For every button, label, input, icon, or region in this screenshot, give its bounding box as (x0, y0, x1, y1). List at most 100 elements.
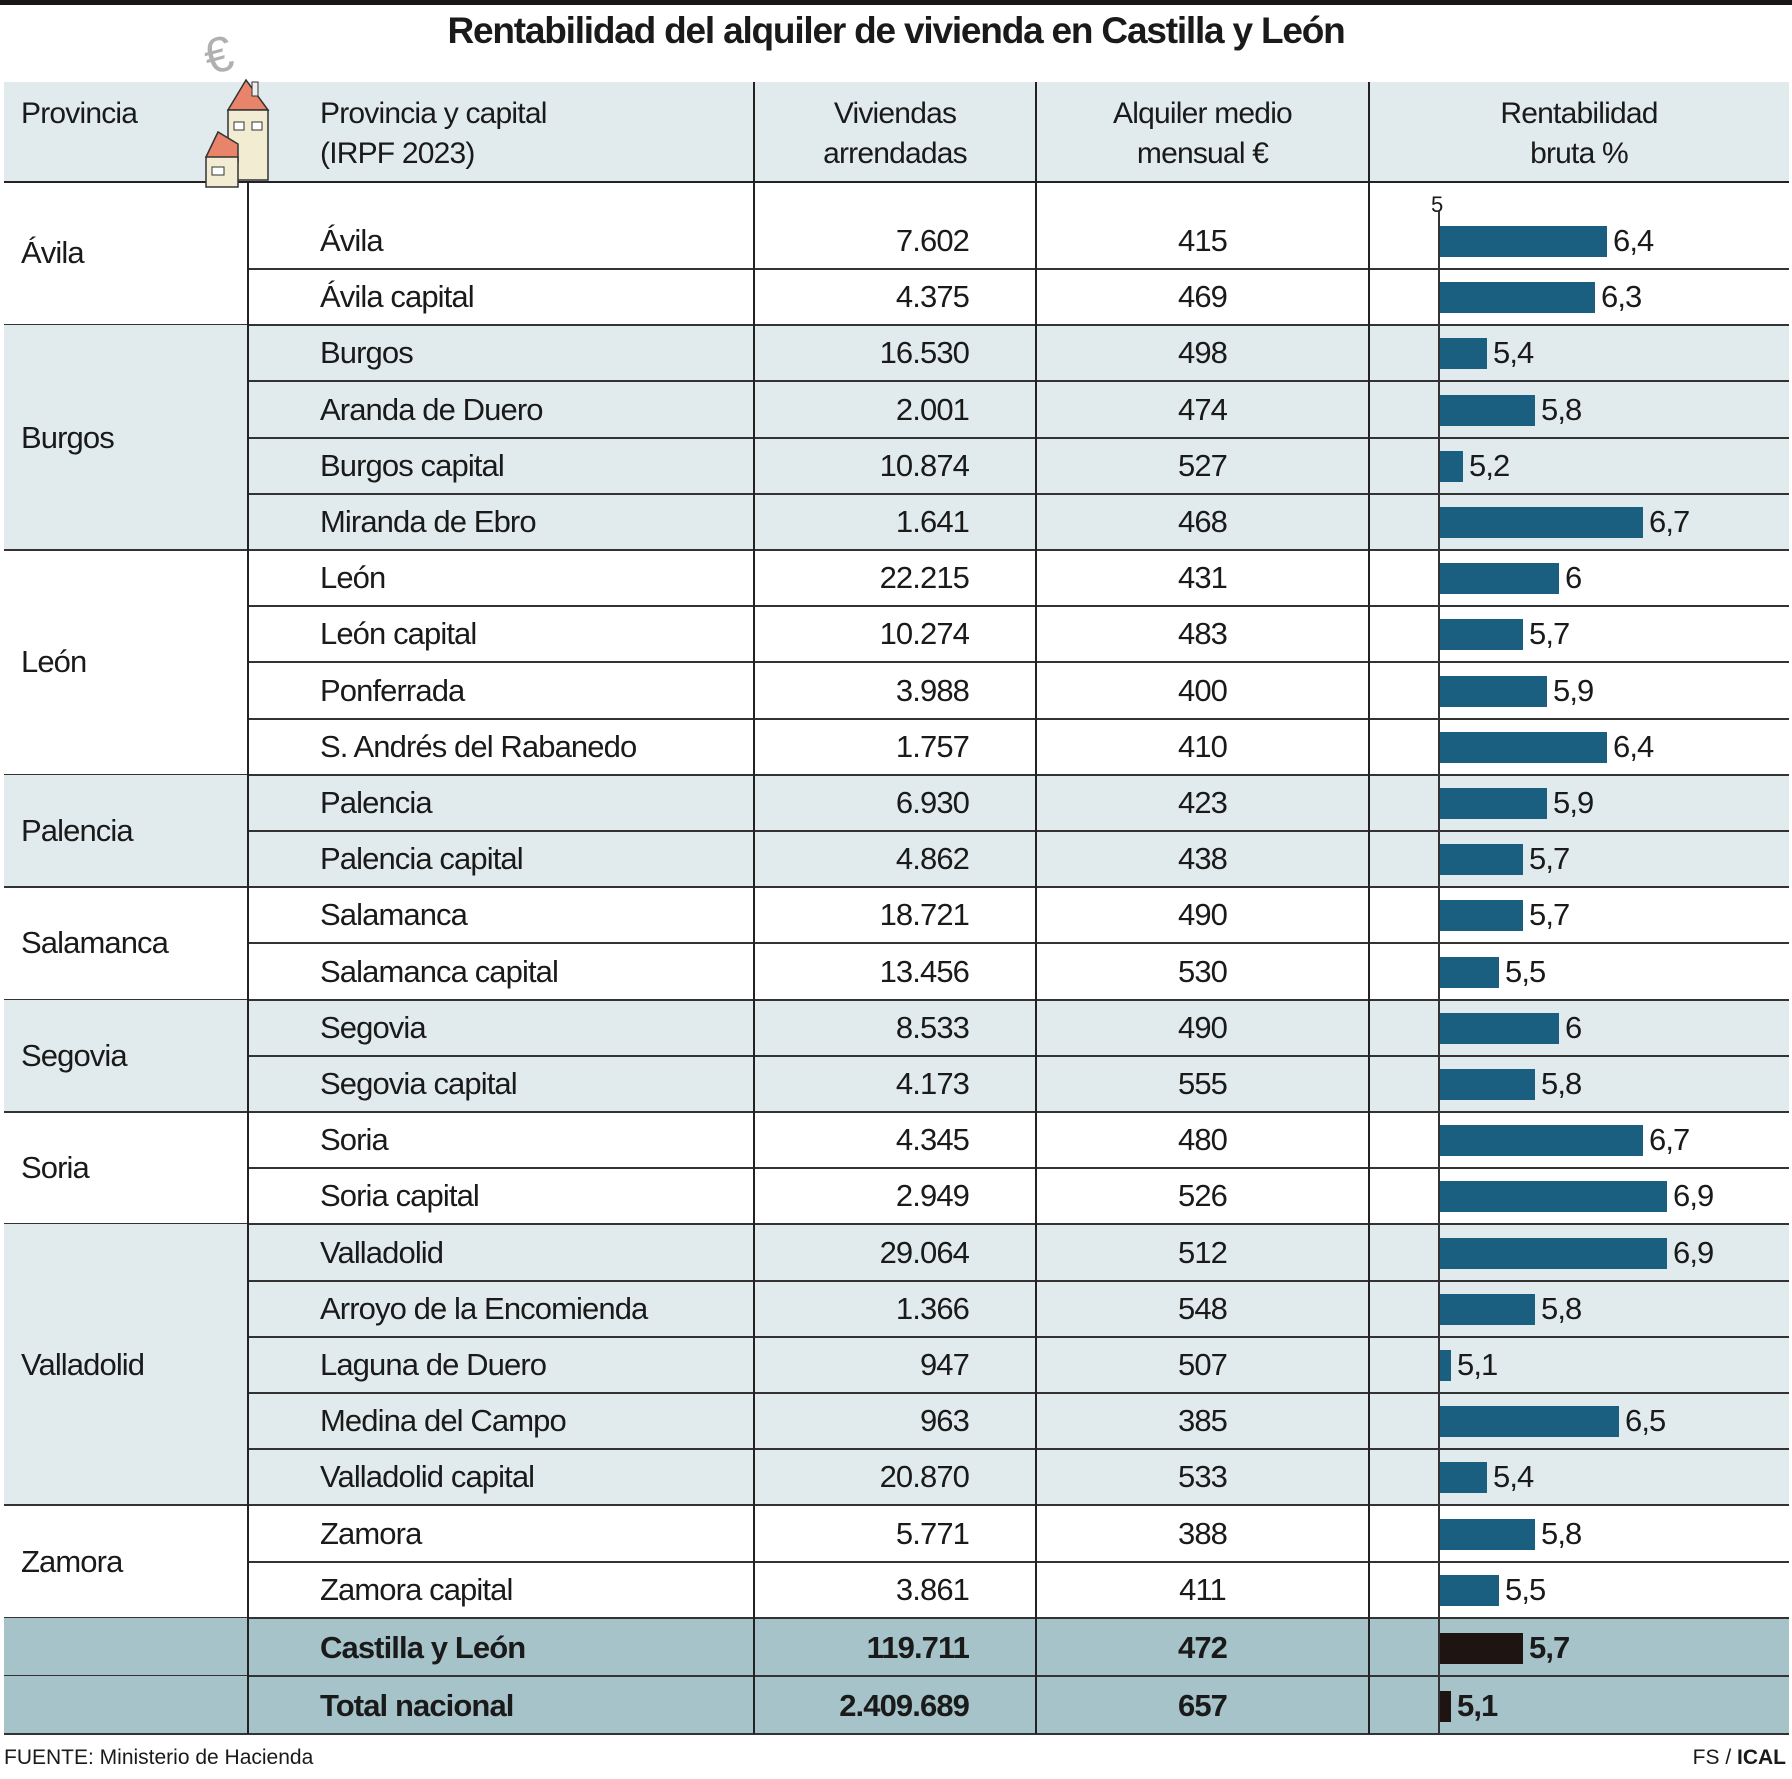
row-name: Laguna de Duero (320, 1347, 547, 1382)
rentabilidad-bar (1439, 844, 1523, 876)
row-viviendas: 7.602 (895, 223, 970, 258)
row-alquiler: 512 (1177, 1234, 1228, 1270)
row-viviendas: 8.533 (895, 1009, 970, 1045)
province-label: Soria (21, 1150, 90, 1186)
row-name: Medina del Campo (320, 1403, 567, 1439)
rentabilidad-bar (1439, 1518, 1535, 1550)
rentabilidad-bar (1439, 1293, 1535, 1325)
row-divider (248, 436, 1789, 439)
header-line: bruta % (1530, 137, 1629, 170)
row-name: Soria capital (320, 1178, 480, 1214)
row-viviendas: 2.409.689 (839, 1688, 970, 1724)
row-divider (248, 492, 1789, 495)
rentabilidad-label: 5,5 (1505, 1571, 1546, 1607)
rentabilidad-bar (1439, 1462, 1487, 1494)
row-divider (248, 1167, 1789, 1170)
row-name: Valladolid (320, 1234, 444, 1270)
rentabilidad-label: 5,4 (1493, 335, 1534, 371)
row-alquiler: 472 (1177, 1630, 1228, 1665)
rentabilidad-label: 5,9 (1553, 672, 1594, 708)
rentabilidad-bar (1439, 1237, 1667, 1269)
rentabilidad-bar (1439, 226, 1607, 257)
row-divider (248, 886, 1789, 889)
rentabilidad-bar (1439, 900, 1523, 932)
rentabilidad-bar (1439, 563, 1559, 595)
header-line: Provincia y capital (320, 97, 547, 130)
rentabilidad-label: 6 (1565, 560, 1582, 596)
header-alquiler: Alquiler medio mensual € (1036, 94, 1369, 174)
row-name: Total nacional (320, 1688, 514, 1724)
row-name: Burgos capital (320, 447, 505, 483)
row-name: León capital (320, 616, 477, 652)
row-name: Palencia capital (320, 841, 524, 877)
row-divider (248, 1504, 1789, 1507)
row-alquiler: 527 (1177, 447, 1228, 483)
row-alquiler: 469 (1177, 279, 1228, 315)
rentabilidad-bar (1439, 956, 1499, 988)
row-alquiler: 474 (1177, 391, 1228, 427)
row-name: Palencia (320, 785, 433, 820)
row-viviendas: 4.345 (895, 1122, 970, 1158)
row-name: León (320, 560, 386, 596)
row-name: Ávila capital (320, 279, 475, 315)
row-name: Soria (320, 1122, 389, 1158)
row-alquiler: 483 (1177, 616, 1228, 652)
row-name: Zamora (320, 1515, 422, 1551)
row-divider (248, 1335, 1789, 1338)
header-rentabilidad: Rentabilidad bruta % (1369, 94, 1789, 174)
row-alquiler: 410 (1177, 728, 1228, 764)
rentabilidad-label: 5,8 (1541, 1515, 1582, 1551)
rentabilidad-label: 6,3 (1601, 279, 1642, 315)
row-viviendas: 119.711 (866, 1630, 970, 1665)
row-viviendas: 3.988 (895, 672, 970, 708)
row-alquiler: 468 (1177, 504, 1228, 539)
row-viviendas: 16.530 (879, 335, 970, 371)
row-viviendas: 1.641 (895, 504, 970, 539)
credit-brand: ICAL (1737, 1746, 1786, 1769)
province-label: Valladolid (21, 1346, 145, 1382)
row-alquiler: 388 (1177, 1515, 1228, 1551)
row-name: Ávila (320, 223, 384, 258)
page-title: Rentabilidad del alquiler de vivienda en… (447, 10, 1345, 51)
row-viviendas: 947 (919, 1347, 970, 1382)
source-note: FUENTE: Ministerio de Hacienda (4, 1746, 314, 1769)
row-divider (248, 268, 1789, 270)
rentabilidad-bar (1439, 338, 1487, 370)
row-viviendas: 20.870 (879, 1459, 970, 1495)
row-divider (248, 605, 1789, 608)
row-name: Ponferrada (320, 672, 465, 708)
row-name: S. Andrés del Rabanedo (320, 728, 637, 764)
row-divider (248, 549, 1789, 551)
rentabilidad-bar (1439, 1181, 1667, 1213)
rentabilidad-label: 6,4 (1613, 223, 1654, 258)
total-band (4, 1676, 1789, 1735)
house-with-euro-icon: € (196, 22, 286, 188)
row-viviendas: 4.375 (895, 279, 970, 315)
rentabilidad-label: 5,7 (1529, 841, 1570, 877)
row-alquiler: 657 (1177, 1688, 1228, 1724)
province-label: Ávila (21, 235, 85, 271)
row-divider (248, 773, 1789, 776)
rentabilidad-bar (1439, 675, 1547, 707)
header-line: Rentabilidad (1500, 97, 1658, 130)
svg-text:€: € (198, 24, 240, 85)
rentabilidad-bar (1439, 450, 1463, 482)
row-alquiler: 480 (1177, 1122, 1228, 1158)
rentabilidad-label: 5,7 (1529, 897, 1570, 933)
header-line: Viviendas (833, 97, 957, 130)
rentabilidad-label: 6 (1565, 1009, 1582, 1045)
row-viviendas: 6.930 (895, 785, 970, 820)
rentabilidad-label: 5,8 (1541, 1066, 1582, 1101)
header-viviendas: Viviendas arrendadas (754, 94, 1036, 174)
row-divider (248, 1675, 1789, 1677)
rentabilidad-label: 5,1 (1457, 1688, 1498, 1724)
row-divider (248, 717, 1789, 720)
row-viviendas: 4.173 (895, 1066, 970, 1101)
header-provincia: Provincia (21, 97, 138, 130)
rentabilidad-bar (1439, 731, 1607, 763)
row-alquiler: 400 (1177, 672, 1228, 708)
row-viviendas: 10.874 (879, 447, 970, 483)
row-divider (248, 1054, 1789, 1057)
rentabilidad-bar (1439, 619, 1523, 651)
rentabilidad-bar (1439, 394, 1535, 426)
